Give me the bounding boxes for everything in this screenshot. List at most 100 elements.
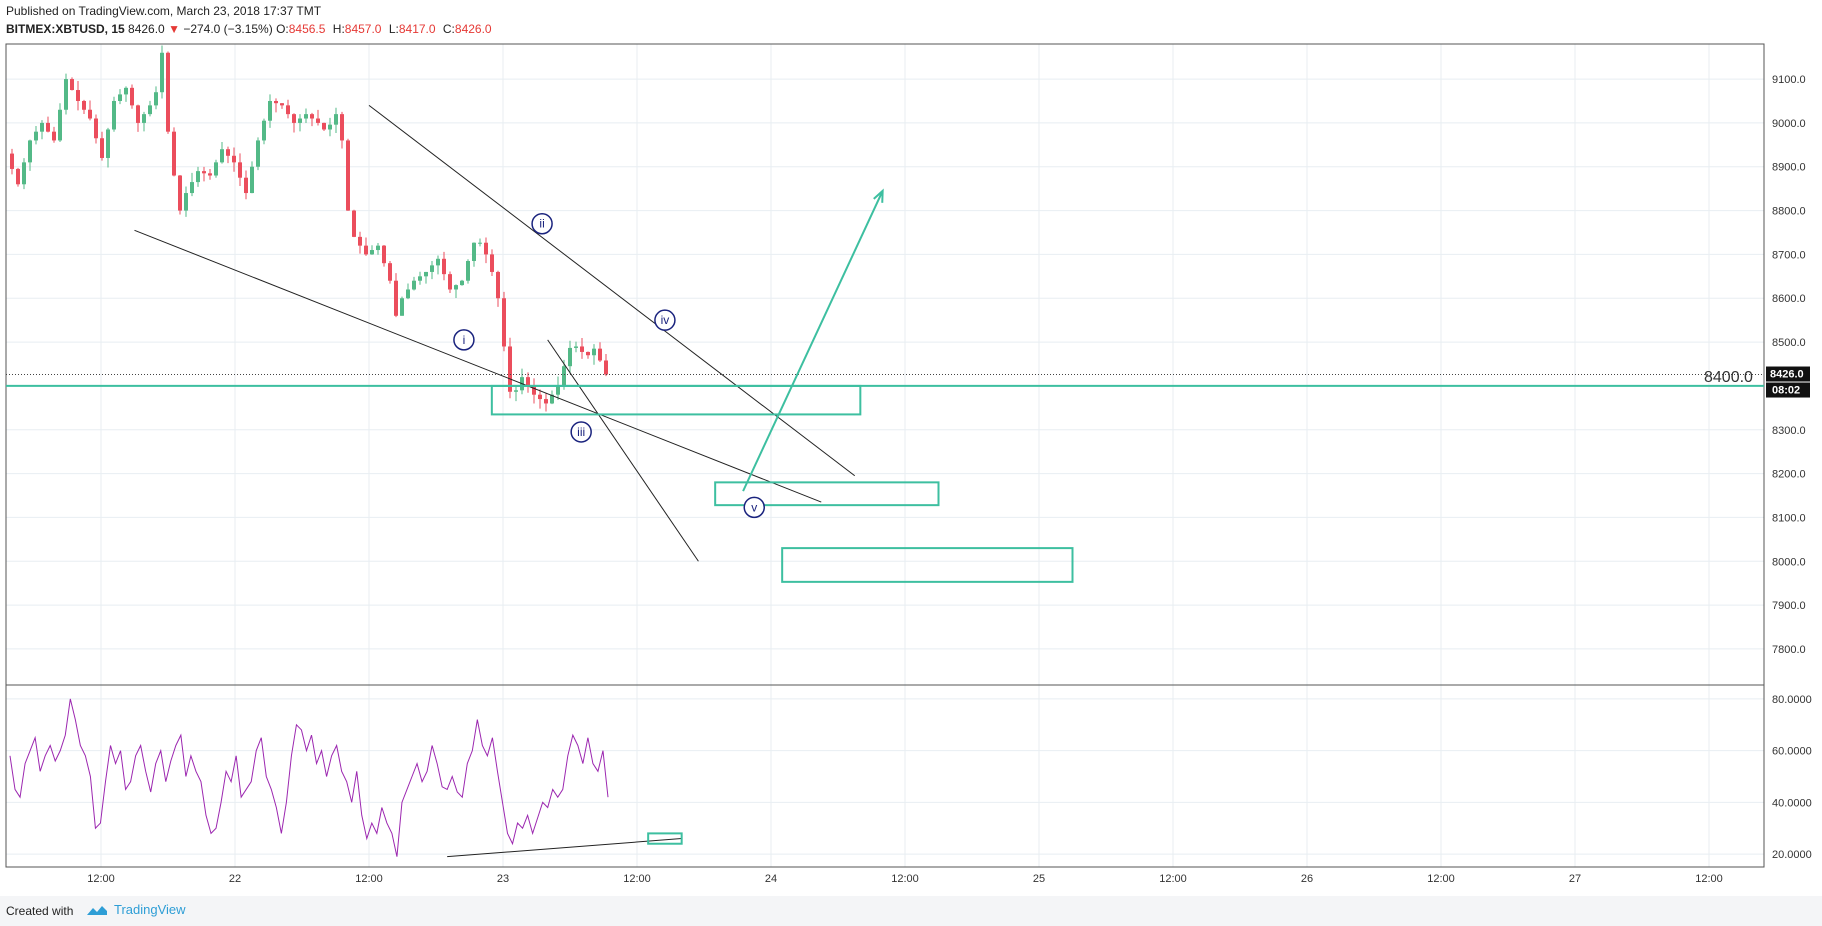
candle-body (430, 265, 434, 272)
trend-line[interactable] (134, 229, 822, 503)
projection-arrow-line[interactable] (742, 190, 884, 492)
high-label: H: (332, 22, 345, 36)
time-tick-label: 12:00 (1427, 873, 1455, 885)
price-tick-label: 7800.0 (1772, 644, 1806, 656)
elliott-wave-marker[interactable] (531, 212, 553, 235)
candle-body (64, 79, 68, 110)
candle-body (604, 360, 608, 375)
candle-body (154, 92, 158, 106)
price-tick-label: 8300.0 (1772, 425, 1806, 437)
candle-body (286, 105, 290, 115)
candle-body (244, 177, 248, 194)
candle-body (172, 131, 176, 176)
candle-body (118, 94, 122, 101)
candle-body (388, 263, 392, 281)
candle-body (40, 122, 44, 132)
candle-body (514, 390, 518, 392)
change-value: −274.0 (−3.15%) (183, 22, 273, 36)
elliott-wave-marker[interactable] (453, 329, 475, 351)
candle-body (208, 173, 212, 176)
tradingview-cloud-icon (87, 905, 107, 915)
support-zone-rect[interactable] (781, 547, 1074, 583)
candle-body (322, 122, 326, 130)
support-zone-rect[interactable] (714, 481, 940, 507)
low-label: L: (388, 22, 399, 36)
candle-body (160, 52, 164, 93)
countdown-label: 08:02 (1772, 385, 1800, 397)
candle-body (100, 138, 104, 158)
close-label: C: (442, 22, 455, 36)
candle-body (202, 171, 206, 174)
elliott-wave-marker[interactable] (570, 421, 592, 443)
time-tick-label: 12:00 (623, 873, 651, 885)
support-zone-rect[interactable] (490, 384, 862, 416)
candle-body (418, 276, 422, 281)
candle-body (250, 166, 254, 194)
candle-body (550, 394, 554, 404)
elliott-wave-marker[interactable] (654, 309, 676, 331)
created-with-label: Created with (6, 904, 74, 918)
trend-line[interactable] (547, 339, 699, 562)
rsi-zone-rect[interactable] (647, 832, 683, 845)
rsi-line (9, 698, 609, 857)
candle-body (58, 109, 62, 141)
candle-body (436, 258, 440, 266)
candle-body (88, 109, 92, 119)
candle-body (532, 385, 536, 395)
candle-body (190, 182, 194, 194)
candle-body (412, 280, 416, 290)
elliott-wave-label: iii (577, 425, 585, 439)
elliott-wave-label: iv (661, 313, 670, 327)
time-tick-label: 27 (1569, 873, 1581, 885)
footer: Created with TradingView (0, 896, 1822, 926)
countdown-badge (1766, 382, 1810, 398)
candle-body (220, 149, 224, 163)
candle-body (562, 366, 566, 386)
elliott-wave-label: v (751, 500, 757, 514)
elliott-wave-marker[interactable] (743, 496, 765, 519)
published-caption: Published on TradingView.com, March 23, … (6, 4, 322, 18)
candle-body (256, 140, 260, 167)
candle-body (598, 348, 602, 361)
candle-body (304, 114, 308, 119)
price-chart[interactable]: 9100.0 9000.0 8900.0 8800.0 8700.0 8600.0 8500… (0, 0, 1822, 896)
candle-body (502, 298, 506, 347)
candle-body (406, 289, 410, 299)
candle-body (238, 162, 242, 178)
price-tick-label: 8600.0 (1772, 293, 1806, 305)
candle-body (130, 87, 134, 106)
price-tick-label: 8100.0 (1772, 512, 1806, 524)
candle-body (538, 394, 542, 400)
candle-body (352, 210, 356, 237)
time-tick-label: 12:00 (355, 873, 383, 885)
price-tick-label: 8900.0 (1772, 162, 1806, 174)
candle-body (142, 114, 146, 123)
candle-body (568, 347, 572, 367)
close-value: 8426.0 (454, 22, 492, 36)
candle-body (226, 149, 230, 156)
rsi-trend-line[interactable] (447, 838, 682, 858)
down-arrow-icon: ▼ (168, 22, 180, 36)
last-price: 8426.0 (128, 22, 165, 36)
symbol-label[interactable]: BITMEX:XBTUSD, 15 (6, 22, 125, 36)
rsi-tick-label: 60.0000 (1772, 746, 1812, 758)
candle-body (310, 114, 314, 119)
candle-body (178, 175, 182, 211)
candle-body (508, 346, 512, 392)
time-tick-label: 22 (229, 873, 241, 885)
tradingview-logo[interactable]: TradingView (86, 902, 186, 917)
candle-body (28, 140, 32, 163)
candle-body (106, 129, 110, 158)
candle-body (400, 298, 404, 316)
candle-body (478, 242, 482, 244)
price-tick-label: 8500.0 (1772, 337, 1806, 349)
candle-body (124, 87, 128, 95)
candle-body (274, 100, 278, 104)
horizontal-level-label: 8400.0 (1704, 369, 1753, 386)
trend-line[interactable] (368, 104, 856, 477)
candle-body (496, 271, 500, 299)
candle-body (454, 285, 458, 290)
candle-body (442, 258, 446, 275)
candle-body (280, 103, 284, 106)
candle-body (112, 100, 116, 130)
